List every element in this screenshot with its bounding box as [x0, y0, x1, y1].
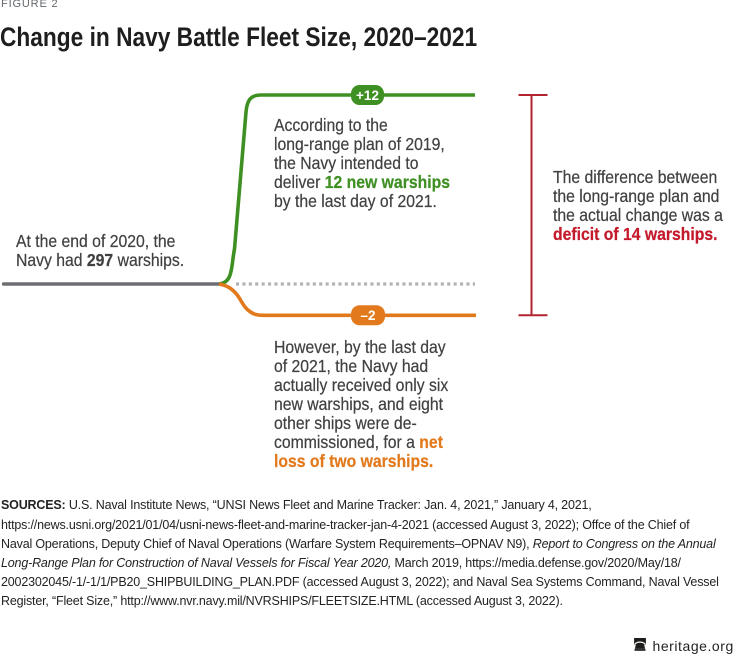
svg-text:+12: +12	[356, 88, 379, 103]
svg-text:–2: –2	[360, 308, 375, 323]
